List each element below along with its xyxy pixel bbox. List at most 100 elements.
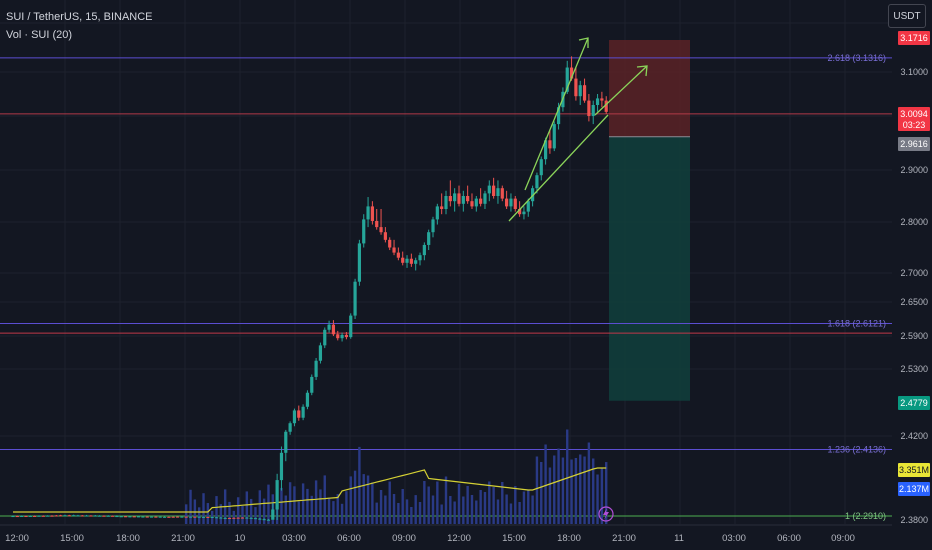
candle-body bbox=[236, 517, 240, 519]
candle-body bbox=[457, 193, 461, 204]
volume-bar bbox=[206, 503, 210, 524]
volume-bar bbox=[236, 497, 240, 524]
time-tick-label: 06:00 bbox=[777, 533, 801, 544]
candle-body bbox=[383, 232, 387, 240]
volume-bar bbox=[449, 496, 452, 524]
candle-body bbox=[188, 516, 193, 518]
candle-body bbox=[444, 196, 448, 209]
candle-body bbox=[292, 410, 297, 424]
time-tick-label: 21:00 bbox=[612, 533, 636, 544]
volume-bar bbox=[392, 494, 396, 524]
volume-bar bbox=[514, 486, 517, 524]
volume-bar bbox=[336, 494, 339, 524]
candle-body bbox=[357, 243, 361, 282]
candle-body bbox=[72, 515, 76, 517]
volume-bar bbox=[202, 493, 205, 524]
volume-bar bbox=[366, 475, 370, 524]
candle-body bbox=[240, 517, 245, 519]
price-tick-label: 2.5300 bbox=[900, 364, 928, 374]
volume-bar bbox=[574, 458, 578, 524]
candle-body bbox=[526, 201, 530, 212]
volume-bar bbox=[414, 495, 417, 524]
volume-bar bbox=[215, 496, 218, 524]
candle-body bbox=[223, 517, 227, 519]
candle-body bbox=[362, 219, 366, 244]
candle-body bbox=[41, 515, 45, 517]
volume-bar bbox=[358, 446, 361, 524]
volume-bar bbox=[306, 488, 309, 524]
volume-bar bbox=[527, 490, 530, 524]
volume-bar bbox=[189, 489, 192, 524]
candle-body bbox=[180, 516, 184, 518]
volume-bar bbox=[384, 495, 387, 524]
candle-body bbox=[275, 480, 279, 510]
time-tick-label: 21:00 bbox=[171, 533, 195, 544]
volume-bar bbox=[323, 475, 326, 524]
volume-bar bbox=[457, 484, 461, 524]
candle-body bbox=[110, 515, 115, 517]
price-tag bbox=[898, 137, 930, 151]
volume-bar bbox=[232, 510, 236, 524]
volume-bar bbox=[371, 482, 374, 524]
candle-body bbox=[340, 334, 344, 339]
candle-body bbox=[206, 516, 210, 518]
candle-body bbox=[409, 258, 413, 264]
candle-body bbox=[474, 198, 478, 207]
candle-body bbox=[214, 517, 219, 519]
volume-bar bbox=[310, 495, 313, 524]
candle-body bbox=[33, 515, 37, 517]
currency-button[interactable]: USDT bbox=[888, 4, 926, 28]
candle-body bbox=[331, 324, 336, 335]
volume-bar bbox=[431, 495, 435, 524]
candle-body bbox=[565, 67, 569, 92]
flash-icon-bolt bbox=[603, 508, 609, 520]
candle-body bbox=[249, 517, 253, 519]
time-tick-label: 03:00 bbox=[282, 533, 306, 544]
candle-body bbox=[24, 516, 28, 518]
candles bbox=[11, 56, 608, 521]
candle-body bbox=[323, 329, 327, 346]
volume-bar bbox=[470, 495, 474, 524]
candle-body bbox=[318, 345, 323, 361]
candle-body bbox=[184, 516, 188, 518]
fib-level-label: 1 (2.2910) bbox=[845, 511, 886, 521]
volume-bar bbox=[496, 499, 500, 524]
arrow-line-shallow bbox=[594, 65, 648, 116]
price-tag-label: 3.0094 bbox=[900, 109, 928, 119]
candle-body bbox=[396, 252, 400, 258]
volume-bar bbox=[509, 503, 513, 524]
volume-bar bbox=[349, 476, 352, 524]
candle-body bbox=[80, 515, 84, 517]
arrow-head-shallow bbox=[636, 65, 648, 77]
volume-bar bbox=[362, 474, 365, 524]
candle-body bbox=[461, 196, 465, 204]
volume-bar bbox=[388, 481, 391, 524]
volume-bar bbox=[405, 499, 409, 524]
candle-body bbox=[500, 188, 504, 199]
volume-bar bbox=[522, 491, 526, 524]
candle-body bbox=[201, 516, 206, 518]
candle-body bbox=[470, 201, 474, 207]
candle-body bbox=[262, 519, 266, 521]
volume-bar bbox=[228, 501, 231, 524]
volume-bar bbox=[492, 487, 495, 524]
candle-body bbox=[89, 515, 93, 517]
candle-body bbox=[336, 334, 340, 339]
candle-body bbox=[171, 516, 175, 518]
volume-bar bbox=[444, 476, 448, 524]
price-tag-label: 3.1716 bbox=[900, 33, 928, 43]
candle-body bbox=[479, 198, 483, 204]
volume-bar bbox=[254, 507, 257, 524]
candle-body bbox=[210, 517, 214, 519]
price-tag bbox=[898, 463, 930, 477]
candle-body bbox=[54, 515, 58, 517]
price-axis: 3.1000 2.9000 2.8000 2.7000 2.6500 2.5900 2.53… bbox=[896, 0, 932, 550]
volume-bar bbox=[379, 490, 383, 524]
candle-body bbox=[123, 516, 128, 518]
price-tick-label: 2.8000 bbox=[900, 217, 928, 227]
trend-line bbox=[508, 114, 609, 222]
volume-bar bbox=[535, 456, 539, 524]
volume-bar bbox=[475, 500, 478, 524]
candle-body bbox=[266, 519, 271, 521]
